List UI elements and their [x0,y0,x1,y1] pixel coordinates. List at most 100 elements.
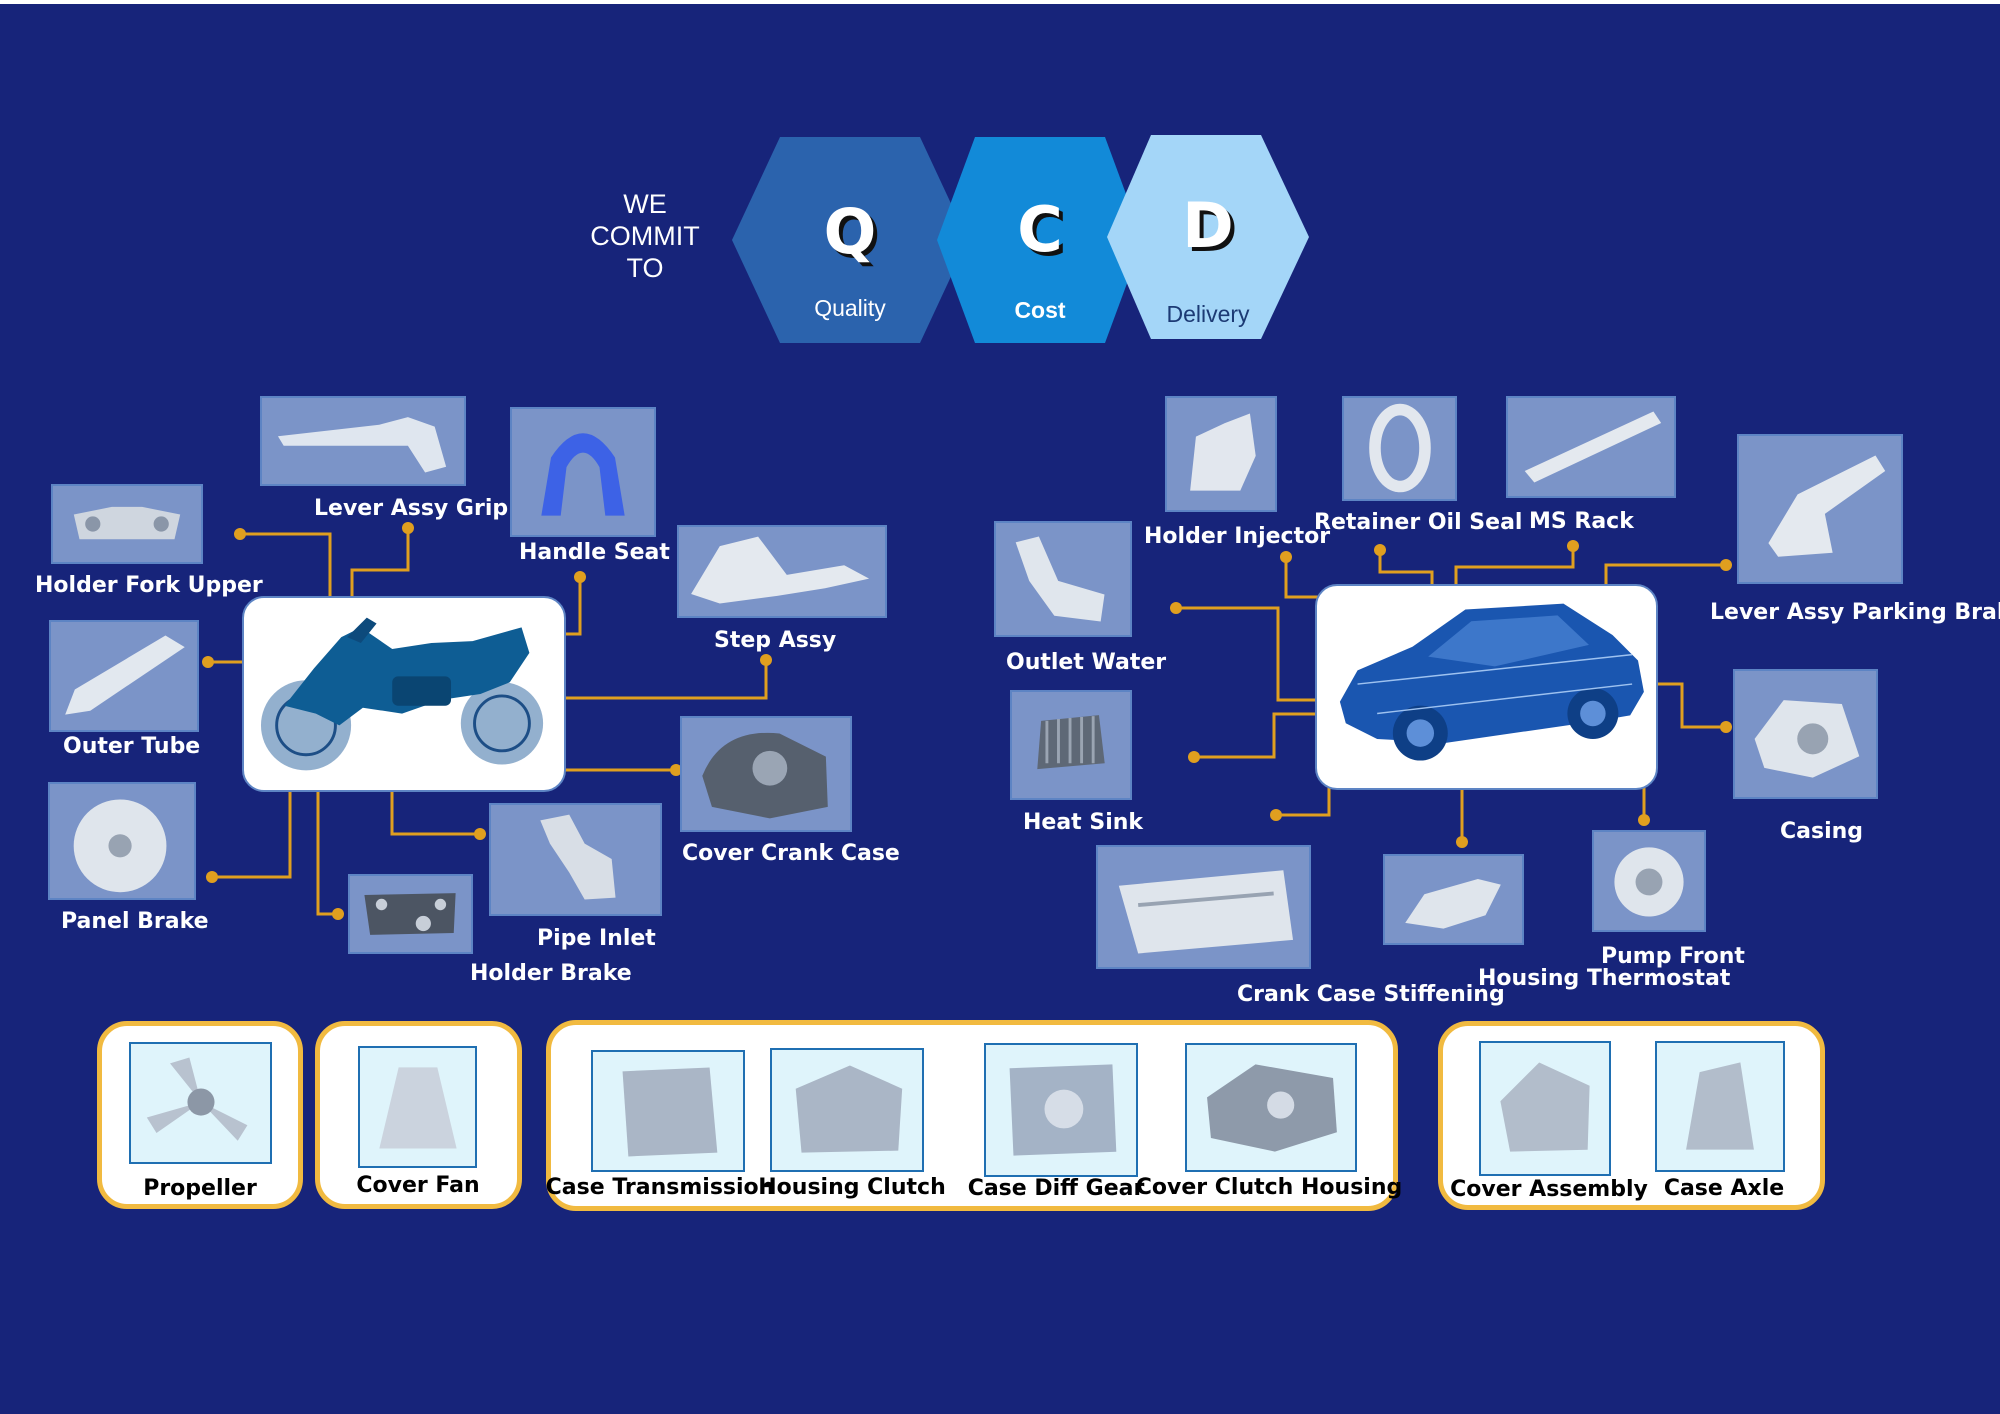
holder-injector-image [1165,396,1277,512]
hexagon-cost: C Cost [935,135,1145,345]
heat-sink-drawing [1037,715,1105,770]
quality-letter: Q [823,195,877,268]
ms-rack-drawing [1524,411,1662,483]
group-axle: Cover Assembly Case Axle [1438,1021,1825,1210]
ms-rack-image [1506,396,1676,498]
commit-line-3: TO [626,253,664,283]
label-handle-seat: Handle Seat [519,540,670,565]
label-pump-front: Pump Front [1601,944,1745,969]
label-outlet-water: Outlet Water [1006,650,1167,675]
label-retainer-oil-seal: Retainer Oil Seal [1314,510,1523,535]
holder-fork-upper-drawing [73,506,181,540]
case-diff-gear-drawing [1009,1064,1117,1156]
holder-injector-drawing [1190,413,1256,491]
holder-fork-upper-image [51,484,203,564]
pipe-inlet-drawing [540,814,616,900]
cover-fan-drawing [379,1067,457,1149]
heat-sink-image [1010,690,1132,800]
propeller-drawing [146,1057,248,1141]
case-transmission-drawing [622,1067,718,1157]
cover-clutch-housing-drawing [1207,1064,1337,1152]
housing-thermostat-image [1383,854,1524,945]
label-casing: Casing [1780,819,1864,844]
pump-front-image [1592,830,1706,932]
commit-line-1: WE [623,189,667,219]
holder-brake-drawing [364,893,456,935]
outlet-water-image [994,521,1132,637]
label-case-axle: Case Axle [1663,1176,1785,1201]
casing-image [1733,669,1878,799]
case-axle-image [1655,1041,1785,1172]
crank-case-stiffening-drawing [1118,870,1294,954]
case-axle-drawing [1686,1062,1754,1150]
label-outer-tube: Outer Tube [63,734,201,759]
delivery-letter: D [1182,189,1234,262]
holder-brake-image [348,874,473,954]
outer-tube-image [49,620,199,732]
label-case-transmission: Case Transmission [545,1175,775,1200]
label-pipe-inlet: Pipe Inlet [537,926,656,951]
label-housing-clutch: Housing Clutch [758,1175,946,1200]
car-panel [1315,584,1658,790]
quality-label: Quality [814,295,886,321]
lever-assy-parking-brake-image [1737,434,1903,584]
cover-crank-case-drawing [702,732,828,819]
housing-clutch-drawing [795,1065,903,1153]
handle-seat-image [510,407,656,537]
cover-fan-image [358,1046,477,1168]
label-ms-rack: MS Rack [1529,509,1634,534]
lever-assy-parking-brake-drawing [1768,455,1886,557]
cover-assembly-image [1479,1041,1611,1176]
label-propeller: Propeller [143,1176,257,1201]
outlet-water-drawing [1015,536,1105,622]
retainer-oil-seal-image [1342,396,1457,501]
label-housing-thermostat: Housing Thermostat [1478,966,1731,991]
hexagon-cost-shape [937,137,1143,343]
car-illustration [1339,603,1644,761]
housing-clutch-image [770,1048,924,1172]
label-lever-assy-parking-brake: Lever Assy Parking Brake [1710,600,2000,625]
propeller-image [129,1042,272,1164]
label-cover-clutch-housing: Cover Clutch Housing [1135,1175,1403,1200]
label-panel-brake: Panel Brake [61,909,209,934]
casing-drawing [1754,700,1860,778]
label-cover-crank-case: Cover Crank Case [682,841,900,866]
motorcycle-illustration [260,617,544,771]
group-cover-fan: Cover Fan [315,1021,522,1209]
pipe-inlet-image [489,803,662,916]
cover-assembly-drawing [1500,1062,1590,1152]
step-assy-drawing [691,536,870,604]
delivery-label: Delivery [1166,301,1250,327]
retainer-oil-seal-drawing [1369,403,1431,493]
label-cover-fan: Cover Fan [356,1173,480,1198]
case-diff-gear-image [984,1043,1138,1177]
cover-clutch-housing-image [1185,1043,1357,1172]
cover-crank-case-image [680,716,852,832]
case-transmission-image [591,1050,745,1172]
lever-assy-grip-drawing [277,417,447,473]
commit-heading: WE COMMIT TO [575,188,715,284]
label-lever-assy-grip: Lever Assy Grip [314,496,509,521]
label-case-diff-gear: Case Diff Gear [967,1176,1145,1201]
group-drivetrain: Case Transmission Housing Clutch Case Di… [545,1020,1402,1211]
label-step-assy: Step Assy [714,628,837,653]
step-assy-image [677,525,887,618]
pump-front-drawing [1614,847,1684,917]
hexagon-delivery-shape [1107,135,1309,339]
group-propeller: Propeller [97,1021,303,1209]
hexagon-quality-shape [732,137,968,343]
crank-case-stiffening-image [1096,845,1311,969]
handle-seat-drawing [541,433,625,516]
commit-line-2: COMMIT [590,221,700,251]
hexagon-quality: Q Quality [730,135,970,345]
outer-tube-drawing [65,635,185,715]
label-crank-case-stiffening: Crank Case Stiffening [1237,982,1505,1007]
cost-label: Cost [1014,297,1066,323]
panel-brake-drawing [73,799,167,893]
label-holder-brake: Holder Brake [470,961,632,986]
panel-brake-image [48,782,196,900]
label-cover-assembly: Cover Assembly [1450,1177,1648,1202]
label-heat-sink: Heat Sink [1023,810,1144,835]
hexagon-delivery: D Delivery [1105,133,1311,341]
